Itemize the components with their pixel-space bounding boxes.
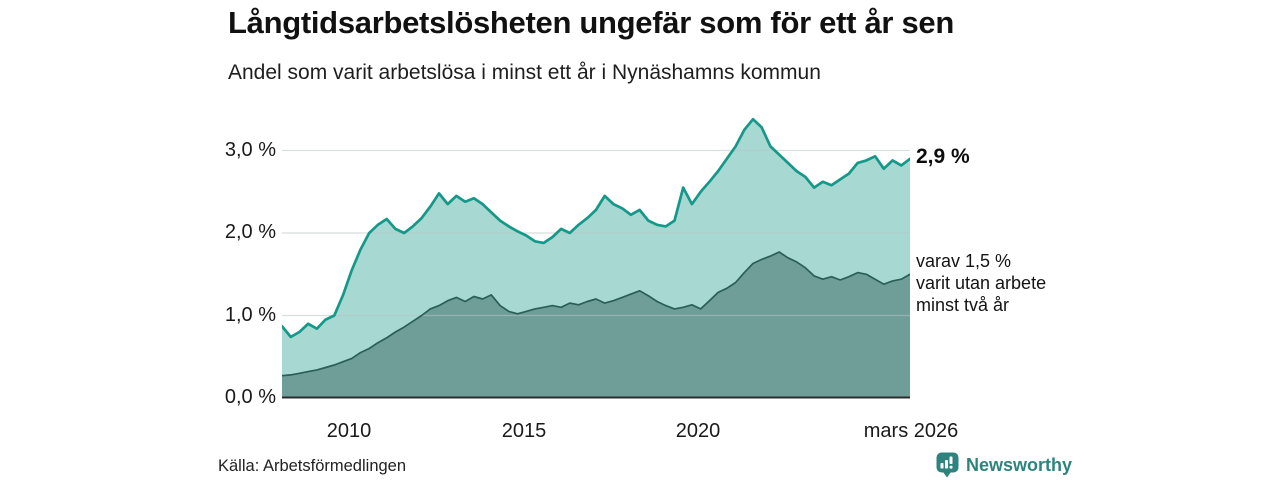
x-axis-tick-mars-2026: mars 2026 (863, 420, 959, 442)
x-axis-tick-2020: 2020 (675, 420, 721, 442)
newsworthy-wordmark: Newsworthy (966, 454, 1073, 475)
area-chart-svg (280, 117, 912, 399)
y-axis-tick-3: 3,0 % (224, 139, 276, 161)
x-axis-tick-2015: 2015 (501, 420, 547, 442)
y-axis-tick-1: 1,0 % (224, 304, 276, 326)
source-note: Källa: Arbetsförmedlingen (218, 457, 407, 475)
newsworthy-logo-icon (936, 452, 959, 478)
plot-area (280, 108, 912, 399)
newsworthy-branding: Newsworthy (936, 452, 1072, 478)
two-year-annotation: varav 1,5 % varit utan arbete minst två … (916, 250, 1066, 316)
two-year-annotation-line3: minst två år (916, 295, 1010, 315)
two-year-annotation-line2: varit utan arbete (916, 273, 1047, 293)
two-year-annotation-line1: varav 1,5 % (916, 251, 1012, 271)
x-axis-tick-2010: 2010 (326, 420, 372, 442)
y-axis-tick-2: 2,0 % (224, 221, 276, 243)
chart-title: Långtidsarbetslösheten ungefär som för e… (228, 5, 955, 40)
latest-value-annotation: 2,9 % (916, 145, 970, 168)
chart-subtitle: Andel som varit arbetslösa i minst ett å… (228, 61, 821, 84)
y-axis-tick-0: 0,0 % (224, 386, 276, 408)
